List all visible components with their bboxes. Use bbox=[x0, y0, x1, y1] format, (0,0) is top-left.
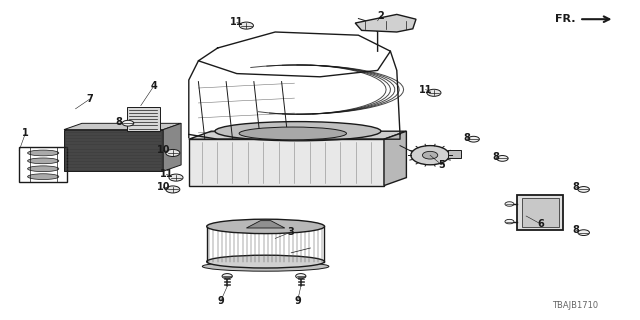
Circle shape bbox=[166, 149, 180, 156]
Polygon shape bbox=[127, 107, 160, 131]
Text: 8: 8 bbox=[493, 152, 499, 162]
Circle shape bbox=[411, 146, 449, 165]
Circle shape bbox=[296, 274, 306, 279]
Ellipse shape bbox=[207, 255, 324, 268]
Text: 1: 1 bbox=[22, 128, 29, 138]
Polygon shape bbox=[64, 130, 163, 171]
Text: 3: 3 bbox=[288, 227, 294, 237]
Polygon shape bbox=[517, 195, 563, 230]
Circle shape bbox=[166, 186, 180, 193]
Ellipse shape bbox=[28, 166, 59, 172]
Polygon shape bbox=[355, 14, 416, 32]
Ellipse shape bbox=[239, 127, 346, 140]
Polygon shape bbox=[246, 221, 285, 228]
Circle shape bbox=[222, 274, 232, 279]
Ellipse shape bbox=[202, 262, 329, 271]
Text: FR.: FR. bbox=[556, 14, 576, 24]
Circle shape bbox=[422, 151, 438, 159]
Circle shape bbox=[578, 187, 589, 192]
Text: 8: 8 bbox=[464, 132, 470, 143]
Text: 11: 11 bbox=[419, 84, 433, 95]
Text: 2: 2 bbox=[378, 11, 384, 21]
Text: 11: 11 bbox=[230, 17, 244, 28]
Polygon shape bbox=[189, 131, 406, 139]
Text: 8: 8 bbox=[115, 116, 122, 127]
Circle shape bbox=[122, 120, 134, 126]
Circle shape bbox=[505, 202, 514, 206]
Text: 5: 5 bbox=[438, 160, 445, 170]
Polygon shape bbox=[64, 123, 181, 130]
Text: 8: 8 bbox=[573, 182, 579, 192]
Polygon shape bbox=[163, 123, 181, 171]
Polygon shape bbox=[189, 139, 384, 186]
Polygon shape bbox=[522, 198, 559, 227]
Polygon shape bbox=[384, 131, 406, 186]
Text: 9: 9 bbox=[294, 296, 301, 306]
Text: 9: 9 bbox=[218, 296, 224, 306]
Ellipse shape bbox=[207, 219, 324, 234]
Circle shape bbox=[505, 220, 514, 224]
Text: 10: 10 bbox=[156, 182, 170, 192]
Circle shape bbox=[239, 22, 253, 29]
Circle shape bbox=[578, 230, 589, 236]
Text: 6: 6 bbox=[538, 219, 544, 229]
Ellipse shape bbox=[28, 174, 59, 180]
Circle shape bbox=[427, 89, 441, 96]
Text: 4: 4 bbox=[150, 81, 157, 92]
Circle shape bbox=[468, 136, 479, 142]
Polygon shape bbox=[448, 150, 461, 158]
Text: 8: 8 bbox=[573, 225, 579, 236]
Circle shape bbox=[169, 174, 183, 181]
Ellipse shape bbox=[215, 122, 381, 141]
Ellipse shape bbox=[28, 150, 59, 156]
Text: 11: 11 bbox=[159, 169, 173, 180]
Text: TBAJB1710: TBAJB1710 bbox=[552, 301, 598, 310]
Text: 7: 7 bbox=[86, 94, 93, 104]
Circle shape bbox=[497, 156, 508, 161]
Text: 10: 10 bbox=[156, 145, 170, 156]
Ellipse shape bbox=[28, 158, 59, 164]
